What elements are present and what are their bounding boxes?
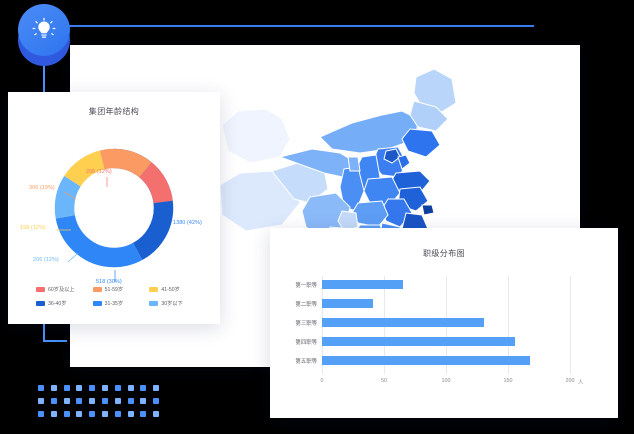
donut-label-51-59: 306 (19%)	[29, 185, 55, 191]
donut-label-41-50: 198 (12%)	[20, 225, 46, 231]
donut-label-under-30: 206 (12%)	[33, 257, 59, 263]
legend-item-51-59[interactable]: 51-59岁	[92, 286, 150, 293]
bar-row[interactable]: 第二职等	[295, 299, 373, 308]
legend-label: 30岁以下	[161, 301, 183, 307]
map-region-beijing	[383, 148, 401, 164]
connector-line-top	[66, 25, 534, 27]
connector-line-left-lower	[43, 322, 45, 342]
bar-xtick-label: 100	[441, 378, 451, 384]
lightbulb-icon	[32, 17, 56, 38]
donut-label-36-40: 1380 (42%)	[173, 220, 202, 226]
connector-line-bottom	[43, 340, 67, 342]
bar-category-label: 第四职等	[295, 339, 317, 346]
legend-item-60-plus[interactable]: 60岁及以上	[36, 286, 93, 293]
rank-distribution-card: 职级分布图 第一职等 第二职等 第三职等 第四职等	[270, 228, 618, 418]
donut-slice-31-35	[54, 148, 174, 268]
donut-leader-lines	[56, 177, 171, 282]
legend-label: 41-50岁	[161, 287, 180, 293]
bar-axis-unit-label: 人	[578, 380, 584, 386]
map-region-shanghai	[421, 204, 435, 216]
bar-chart-title: 职级分布图	[423, 249, 465, 258]
donut-label-60-plus: 206 (12%)	[86, 169, 112, 175]
donut-label-31-35: 518 (30%)	[96, 279, 122, 285]
donut-chart[interactable]: 206 (12%) 306 (19%) 198 (12%) 206 (12%) …	[8, 117, 220, 287]
legend-label: 51-59岁	[104, 287, 124, 293]
legend-swatch-icon	[36, 287, 45, 292]
bar-category-label: 第一职等	[295, 282, 317, 289]
legend-swatch-icon	[92, 287, 102, 292]
legend-label: 60岁及以上	[48, 287, 75, 293]
bar-xtick-label: 200	[565, 378, 575, 384]
bar-chart-plot[interactable]: 第一职等 第二职等 第三职等 第四职等 第五职等 0 50 100 150 20…	[295, 276, 583, 386]
map-region-jilin	[409, 100, 449, 132]
map-region-xinjiang	[221, 108, 291, 164]
map-region-tibet	[220, 170, 301, 232]
dot-pattern-decoration	[38, 381, 166, 421]
map-region-heilongjiang	[413, 68, 457, 114]
legend-swatch-icon	[149, 287, 159, 292]
legend-item-under-30[interactable]: 30岁以下	[149, 300, 206, 307]
bar-category-label: 第二职等	[295, 301, 317, 308]
donut-svg[interactable]	[39, 133, 189, 283]
bar-xtick-label: 50	[381, 378, 387, 384]
legend-item-36-40[interactable]: 36-40岁	[36, 300, 93, 307]
age-structure-legend: 60岁及以上 51-59岁 41-50岁 36-40岁 31-35岁 30岁以下	[36, 286, 206, 307]
bar-category-label: 第五职等	[295, 358, 317, 365]
legend-swatch-icon	[36, 301, 45, 306]
donut-slice-51-59	[54, 148, 174, 268]
bar-row[interactable]: 第四职等	[295, 337, 516, 346]
map-region-tianjin	[397, 154, 411, 170]
bar-xtick-label: 0	[320, 378, 324, 384]
legend-label: 36-40岁	[48, 301, 67, 307]
donut-slice-under-30	[54, 148, 174, 268]
legend-swatch-icon	[149, 301, 159, 306]
bar-row[interactable]: 第一职等	[295, 280, 403, 289]
map-region-liaoning	[401, 128, 441, 158]
legend-item-41-50[interactable]: 41-50岁	[149, 286, 206, 293]
bar-category-label: 第三职等	[295, 320, 317, 327]
age-structure-card: 集团年龄结构	[8, 92, 220, 324]
lightbulb-badge[interactable]	[18, 4, 70, 56]
donut-chart-title: 集团年龄结构	[88, 107, 140, 116]
legend-swatch-icon	[92, 301, 102, 306]
bar-row[interactable]: 第三职等	[295, 318, 485, 327]
map-region-ningxia	[347, 156, 361, 172]
legend-item-31-35[interactable]: 31-35岁	[92, 300, 150, 307]
legend-label: 31-35岁	[104, 301, 124, 307]
bar-xtick-label: 150	[503, 378, 513, 384]
bar-row[interactable]: 第五职等	[295, 356, 531, 365]
connector-line-left	[43, 26, 45, 110]
map-region-innermongolia	[319, 110, 419, 154]
